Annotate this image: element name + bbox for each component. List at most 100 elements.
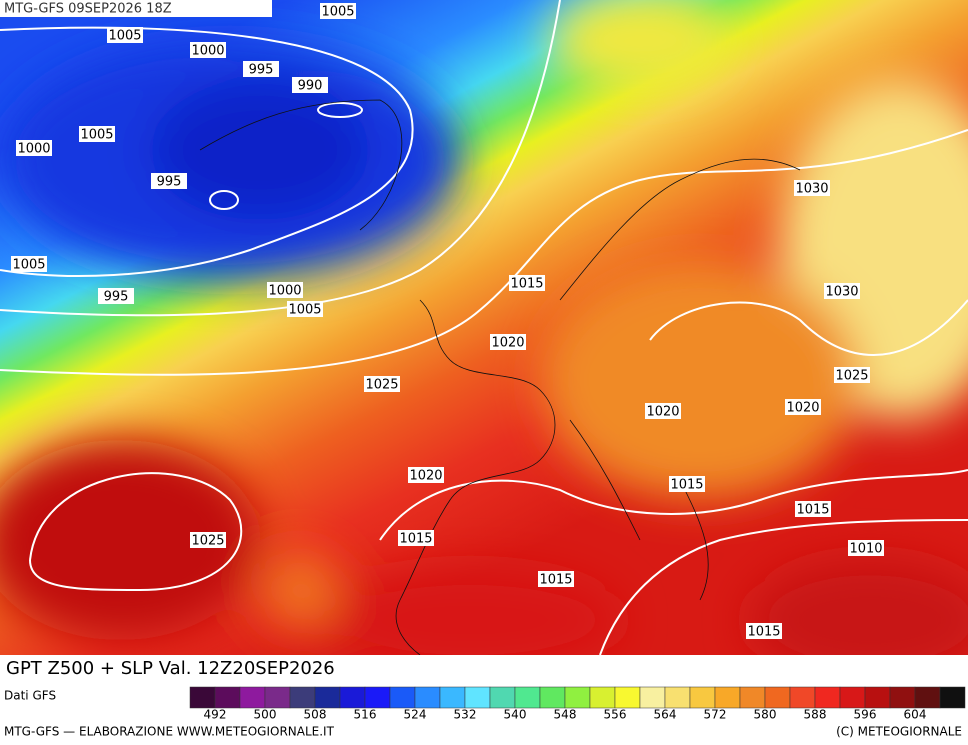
isobar-label: 1025 — [365, 378, 398, 393]
isobar-label-box — [669, 476, 705, 492]
isobar-label-box — [490, 334, 526, 350]
colorbar-swatch — [364, 686, 391, 709]
isobar-label-box — [16, 140, 52, 156]
colorbar-swatch — [389, 686, 416, 709]
isobar-label: 1015 — [510, 277, 543, 292]
isobar-label: 1025 — [835, 369, 868, 384]
colorbar-swatch — [789, 686, 816, 709]
isobar-label: 1005 — [80, 128, 113, 143]
isobar-label-box — [292, 77, 328, 93]
colorbar-swatch — [639, 686, 666, 709]
colorbar-tick-label: 572 — [704, 708, 727, 722]
colorbar-tick-label: 580 — [754, 708, 777, 722]
colorbar-swatch — [264, 686, 291, 709]
map-area — [0, 0, 968, 655]
colorbar-tick-label: 556 — [604, 708, 627, 722]
isobar-label-box — [287, 301, 323, 317]
colorbar-swatch — [339, 686, 366, 709]
colorbar-swatch — [439, 686, 466, 709]
colorbar-tick-label: 492 — [204, 708, 227, 722]
isobar-label-box — [538, 571, 574, 587]
colorbar-swatch — [864, 686, 891, 709]
isobar-label: 1005 — [108, 29, 141, 44]
isobar-label: 1020 — [409, 469, 442, 484]
isobar-label: 1005 — [321, 5, 354, 20]
colorbar-swatch — [189, 686, 216, 709]
isobar-label: 1030 — [825, 285, 858, 300]
isobar-label: 1030 — [795, 182, 828, 197]
isobar-label: 1015 — [747, 625, 780, 640]
isobar-label-box — [509, 275, 545, 291]
isobar-label: 1015 — [670, 478, 703, 493]
colorbar-swatch — [889, 686, 916, 709]
isobar-label: 995 — [104, 290, 129, 305]
isobar-label-box — [267, 282, 303, 298]
isobar-label: 1005 — [288, 303, 321, 318]
colorbar-tick-label: 532 — [454, 708, 477, 722]
isobar-label: 1000 — [17, 142, 50, 157]
colorbar-swatch — [489, 686, 516, 709]
isobar-label-box — [795, 501, 831, 517]
field-shading — [0, 0, 968, 655]
title-box — [0, 655, 412, 683]
isobar-label: 995 — [249, 63, 274, 78]
isobar-label-box — [190, 532, 226, 548]
isobar-label: 1000 — [191, 44, 224, 59]
isobar-label: 1000 — [268, 284, 301, 299]
isobar-label-box — [794, 180, 830, 196]
colorbar-swatch — [414, 686, 441, 709]
colorbar-swatch — [839, 686, 866, 709]
isobar-label: 1015 — [796, 503, 829, 518]
colorbar-swatch — [239, 686, 266, 709]
isobar-label-box — [98, 288, 134, 304]
colorbar-tick-label: 548 — [554, 708, 577, 722]
colorbar-swatch — [814, 686, 841, 709]
header-box — [0, 0, 272, 17]
footer-left: MTG-GFS — ELABORAZIONE WWW.METEOGIORNALE… — [4, 725, 335, 739]
footer-right: (C) METEOGIORNALE — [836, 725, 962, 739]
isobar-label-box — [398, 530, 434, 546]
isobar-label-box — [151, 173, 187, 189]
isobar-label-box — [364, 376, 400, 392]
colorbar-swatch — [314, 686, 341, 709]
isobar-label-box — [746, 623, 782, 639]
isobar-label: 990 — [298, 79, 323, 94]
colorbar-swatch — [539, 686, 566, 709]
colorbar-swatch — [214, 686, 241, 709]
isobar-label: 1010 — [849, 542, 882, 557]
colorbar-swatch — [714, 686, 741, 709]
colorbar-tick-label: 588 — [804, 708, 827, 722]
isobar-label-box — [408, 467, 444, 483]
colorbar-tick-label: 524 — [404, 708, 427, 722]
isobar-label-box — [190, 42, 226, 58]
colorbar-tick-label: 564 — [654, 708, 677, 722]
colorbar-swatch — [764, 686, 791, 709]
isobar-label-box — [11, 256, 47, 272]
isobar-label: 995 — [157, 175, 182, 190]
colorbar-swatch — [664, 686, 691, 709]
colorbar-swatch — [464, 686, 491, 709]
isobar-label-box — [785, 399, 821, 415]
isobar-label-box — [848, 540, 884, 556]
colorbar-tick-label: 508 — [304, 708, 327, 722]
colorbar-tick-label: 540 — [504, 708, 527, 722]
colorbar-swatch — [739, 686, 766, 709]
colorbar-tick-label: 500 — [254, 708, 277, 722]
map-title: GPT Z500 + SLP Val. 12Z20SEP2026 — [6, 658, 335, 679]
isobar-label: 1020 — [646, 405, 679, 420]
colorbar-swatch — [564, 686, 591, 709]
colorbar-tick-label: 596 — [854, 708, 877, 722]
colorbar-swatch — [514, 686, 541, 709]
coastlines — [199, 99, 801, 655]
isobar-label-box — [834, 367, 870, 383]
colorbar-swatch — [589, 686, 616, 709]
source-text: Dati GFS — [4, 689, 56, 703]
header-text: MTG-GFS 09SEP2026 18Z — [4, 2, 172, 17]
colorbar-swatch — [289, 686, 316, 709]
isobar-label-box — [79, 126, 115, 142]
isobar-label: 1025 — [191, 534, 224, 549]
isobar-label-box — [107, 27, 143, 43]
isobar-label-box — [243, 61, 279, 77]
